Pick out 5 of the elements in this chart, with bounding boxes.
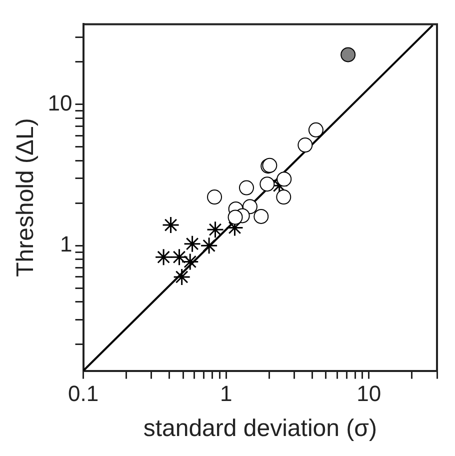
x-tick-label: 1 (220, 381, 232, 406)
x-axis-title: standard deviation (σ) (143, 415, 377, 442)
x-tick-label: 0.1 (68, 381, 99, 406)
y-axis-title: Threshold (ΔL) (12, 118, 40, 277)
x-tick-label: 10 (356, 381, 382, 406)
